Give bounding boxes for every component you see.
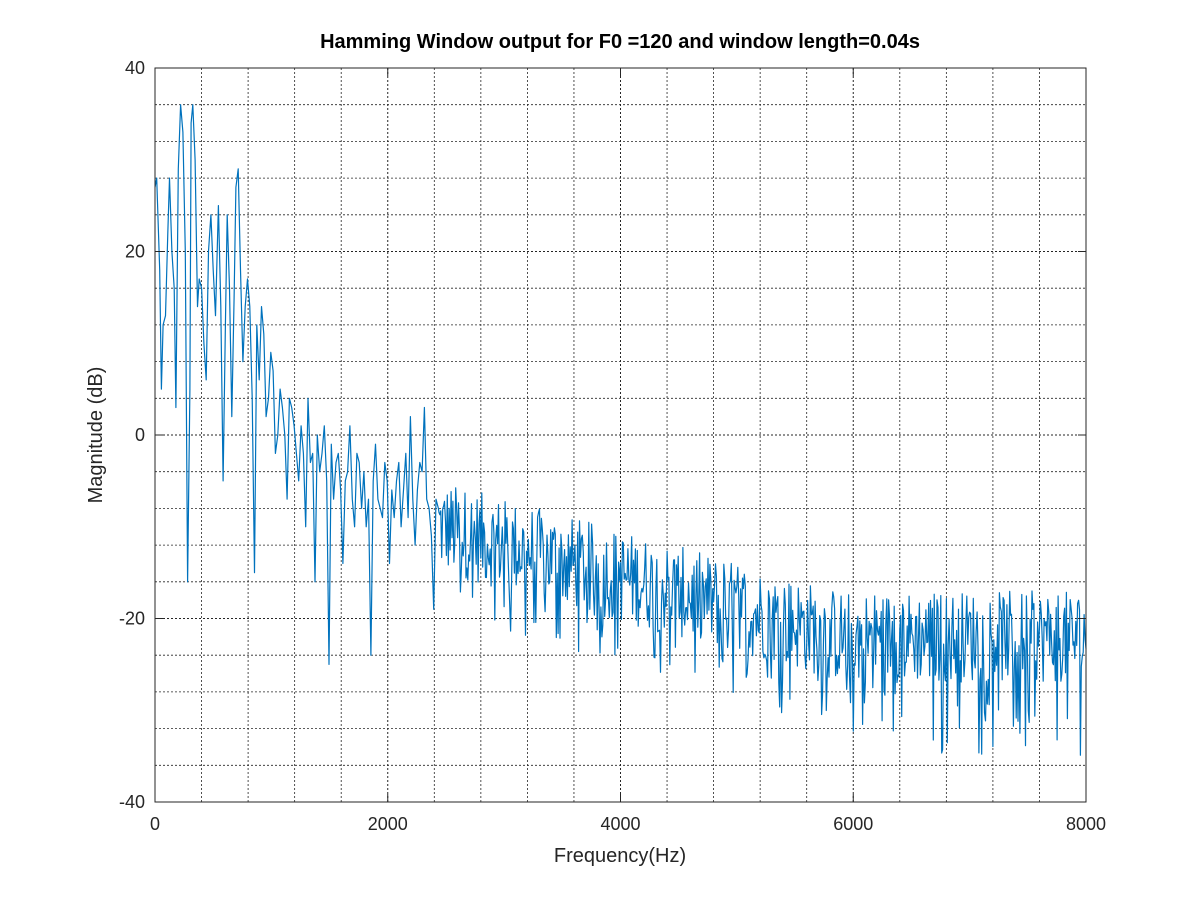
tick-marks [154,67,1087,803]
x-tick-label: 0 [150,814,160,834]
grid-major [155,68,1086,802]
y-axis-label: Magnitude (dB) [85,367,107,504]
y-tick-label: 20 [125,242,145,262]
tick-labels: 0 2000 4000 6000 8000 -40 -20 0 20 40 [119,58,1106,834]
y-tick-label: 0 [135,425,145,445]
chart-title: Hamming Window output for F0 =120 and wi… [320,31,920,53]
x-tick-label: 6000 [833,814,873,834]
series-layer [154,104,1087,756]
y-tick-label: 40 [125,58,145,78]
x-tick-label: 8000 [1066,814,1106,834]
x-tick-label: 4000 [600,814,640,834]
y-tick-label: -40 [119,792,145,812]
magnitude-spectrum-line [154,104,1087,756]
x-tick-label: 2000 [368,814,408,834]
x-axis-label: Frequency(Hz) [554,845,686,867]
y-tick-label: -20 [119,609,145,629]
